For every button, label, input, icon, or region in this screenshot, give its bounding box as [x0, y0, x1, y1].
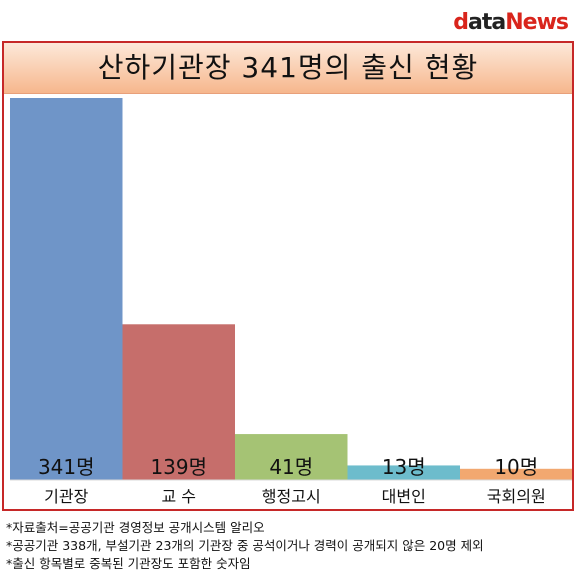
bar-3 — [235, 434, 348, 480]
chart-title: 산하기관장 341명의 출신 현황 — [97, 51, 479, 84]
bar-4 — [347, 465, 460, 480]
footnote-duplicates: *출신 항목별로 중복된 기관장도 포함한 숫자임 — [6, 556, 251, 571]
datanews-logo: dataNews — [453, 8, 569, 38]
category-label-1: 기관장 — [44, 487, 88, 506]
category-label-2: 교 수 — [161, 487, 196, 506]
value-label-2: 139명 — [150, 455, 207, 479]
title-band: 산하기관장 341명의 출신 현황 — [4, 43, 572, 94]
value-label-5: 10명 — [494, 455, 538, 479]
footnotes: *자료출처=공공기관 경영정보 공개시스템 알리오 *공공기관 338개, 부설… — [6, 519, 576, 573]
category-label-3: 행정고시 — [262, 487, 321, 506]
footnote-source: *자료출처=공공기관 경영정보 공개시스템 알리오 — [6, 520, 265, 535]
category-label-5: 국회의원 — [487, 487, 546, 506]
value-label-4: 13명 — [382, 455, 426, 479]
logo-ata: ata — [468, 10, 506, 35]
category-label-4: 대변인 — [382, 487, 426, 506]
logo-d: d — [453, 10, 469, 35]
footnote-exclusion: *공공기관 338개, 부설기관 23개의 기관장 중 공석이거나 경력이 공개… — [6, 538, 484, 553]
value-label-1: 341명 — [38, 455, 95, 479]
bar-2 — [122, 324, 235, 480]
bar-1 — [10, 98, 123, 480]
value-label-3: 41명 — [269, 455, 313, 479]
bar-5 — [460, 468, 572, 480]
logo-news: News — [505, 10, 569, 35]
